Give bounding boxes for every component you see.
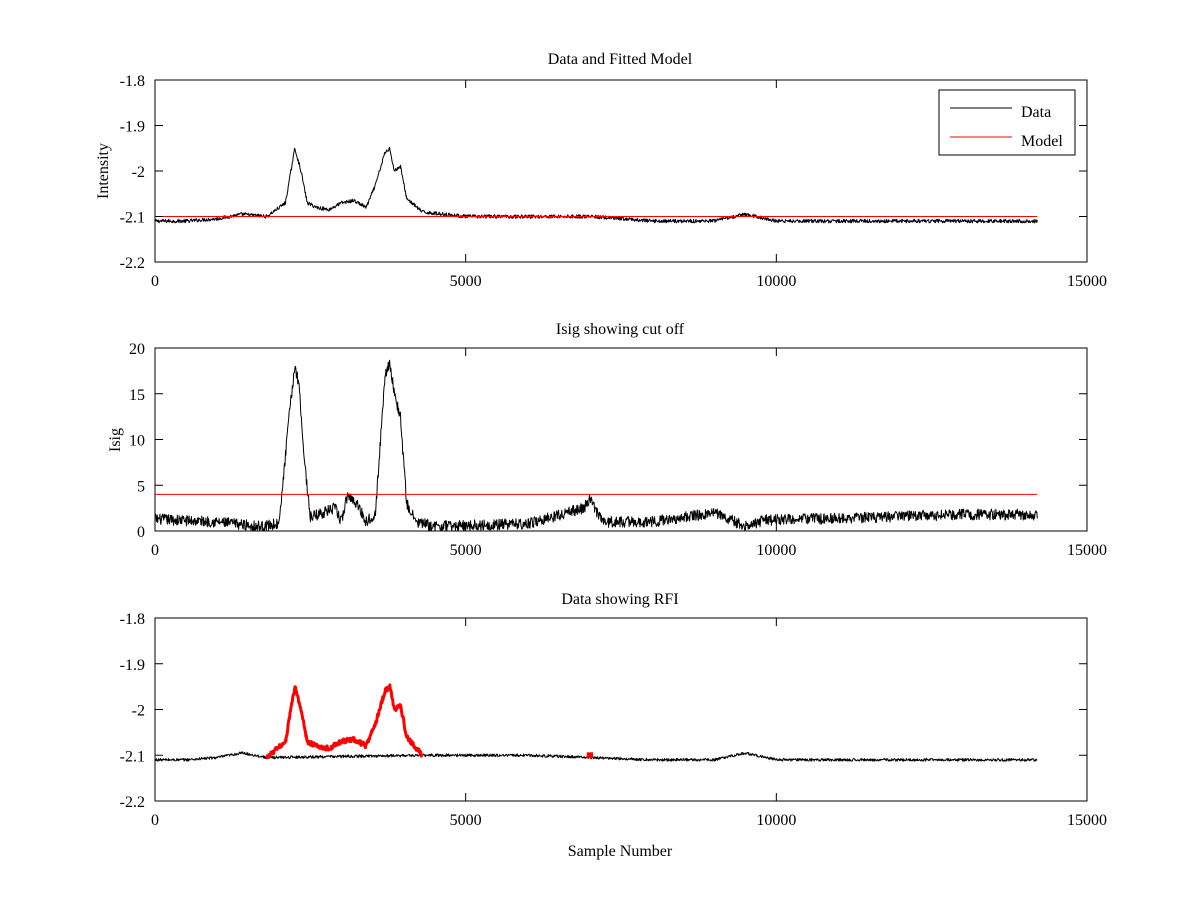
panel-3-ytick-label: -1.8	[120, 611, 145, 628]
panel-1-title: Data and Fitted Model	[548, 51, 693, 68]
panel-1-series-data	[155, 146, 1038, 224]
panel-1-ytick-label: -2	[132, 164, 145, 181]
panel-1-ytick-label: -1.8	[120, 73, 145, 90]
panel-2-xtick-label: 0	[151, 542, 159, 559]
panel-2-xtick-label: 5000	[450, 542, 482, 559]
panel-2-isig: Isig showing cut off Isig 0 5000 10000 1500…	[107, 321, 1107, 559]
panel-2-series-group	[155, 359, 1038, 531]
panel-3-xtick-label: 0	[151, 812, 159, 829]
panel-1-ytick-label: -2.1	[120, 210, 145, 227]
panel-1-ytick-label: -2.2	[120, 255, 145, 272]
panel-3-series-line-2	[265, 683, 424, 760]
panel-3-xtick-label: 5000	[450, 812, 482, 829]
legend-box	[938, 89, 1076, 156]
panel-2-series-line-1	[155, 359, 1038, 531]
panel-2-xtick-label: 10000	[756, 542, 796, 559]
panel-2-ytick-label: 15	[129, 387, 145, 404]
panel-2-ytick-label: 0	[137, 524, 145, 541]
legend-label-data: Data	[1021, 104, 1051, 121]
panel-1-xtick-label: 15000	[1067, 273, 1107, 290]
panel-2-plot: 0 5000 10000 15000 0 5 10 15 20	[129, 341, 1107, 559]
legend: Data Model	[938, 89, 1076, 156]
panel-3-xlabel: Sample Number	[568, 843, 673, 860]
panel-1-plot: 0 5000 10000 15000 -2.2 -2.1 -2 -1.9 -1.8	[120, 73, 1107, 290]
panel-2-ylabel: Isig	[107, 428, 124, 452]
panel-3-series-group	[155, 683, 1038, 762]
panel-1-xtick-label: 0	[151, 273, 159, 290]
panel-1-ytick-label: -1.9	[120, 119, 145, 136]
panel-1-ylabel: Intensity	[95, 143, 112, 199]
panel-1-xtick-label: 10000	[756, 273, 796, 290]
legend-label-model: Model	[1021, 133, 1063, 150]
panel-3-ytick-label: -2.1	[120, 748, 145, 765]
panel-3-rfi: Data showing RFI Sample Number 0 5000 1000…	[120, 591, 1107, 860]
panel-3-xtick-label: 15000	[1067, 812, 1107, 829]
panel-2-ytick-label: 5	[137, 478, 145, 495]
panel-3-ytick-label: -2	[132, 703, 145, 720]
panel-2-title: Isig showing cut off	[556, 321, 685, 338]
panel-3-title: Data showing RFI	[561, 591, 678, 608]
panel-3-xtick-label: 10000	[756, 812, 796, 829]
panel-2-xtick-label: 15000	[1067, 542, 1107, 559]
panel-1-xtick-label: 5000	[450, 273, 482, 290]
panel-3-ytick-label: -2.2	[120, 794, 145, 811]
panel-3-ytick-label: -1.9	[120, 657, 145, 674]
panel-1-data-and-model: Data and Fitted Model Intensity 0 5000 100…	[95, 51, 1107, 290]
panel-2-ytick-label: 10	[129, 433, 145, 450]
panel-1-series-group	[155, 146, 1038, 224]
panel-2-ytick-label: 20	[129, 341, 145, 358]
panel-3-plot: 0 5000 10000 15000 -2.2 -2.1 -2 -1.9 -1.8	[120, 611, 1107, 829]
panel-3-series-line-1	[155, 751, 1038, 762]
